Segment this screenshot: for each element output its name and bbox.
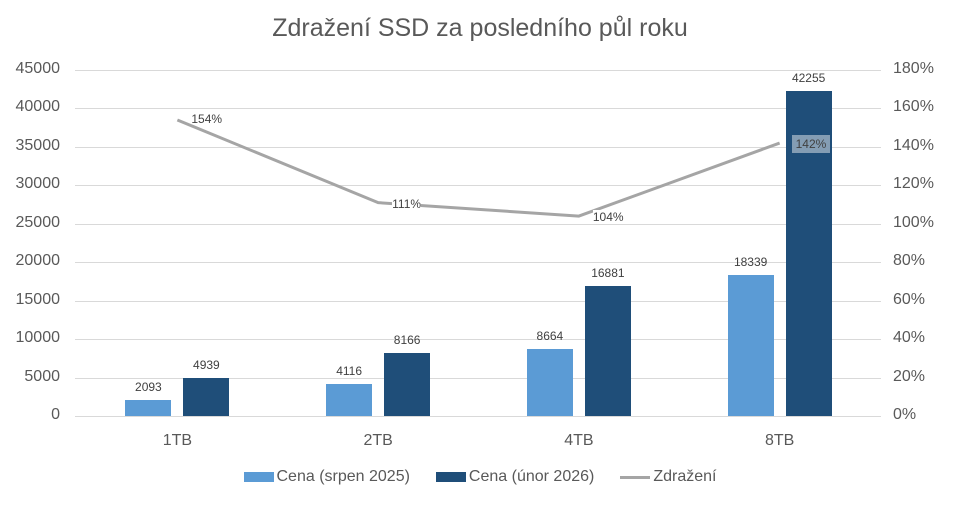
right-axis-tick: 0% [893,406,917,423]
line-value-label: 154% [191,111,223,126]
gridline [75,378,881,379]
bar-4TB-srpen [526,349,573,416]
x-axis-tick: 4TB [564,432,594,449]
line-value-label: 111% [392,196,422,211]
line-value-label: 104% [592,210,624,225]
bar-value-label: 4939 [193,358,220,373]
legend-label: Cena (únor 2026) [468,468,595,485]
gridline [75,262,881,263]
bar-1TB-unor [183,378,230,416]
gridline [75,147,881,148]
bar-1TB-srpen [125,399,172,416]
right-axis-tick: 40% [893,329,926,346]
left-axis-tick: 0 [51,406,60,423]
legend: Cena (srpen 2025) Cena (únor 2026) Zdraž… [0,468,960,486]
right-axis-tick: 160% [893,98,934,115]
bar-value-label: 18339 [733,254,768,269]
left-axis-tick: 35000 [15,137,61,154]
gridline [75,224,881,225]
bar-8TB-srpen [727,274,774,416]
right-axis-tick: 80% [893,252,926,269]
right-axis-tick: 60% [893,291,926,308]
left-axis-tick: 25000 [15,214,61,231]
left-axis-tick: 40000 [15,98,61,115]
bar-value-label: 8166 [393,333,421,348]
right-axis-tick: 140% [893,137,934,154]
bar-2TB-srpen [326,384,373,416]
legend-label: Zdražení [653,468,717,485]
x-axis-tick: 2TB [363,432,393,449]
gridline [75,301,881,302]
gridline [75,108,881,109]
right-axis-tick: 100% [893,214,934,231]
right-axis-tick: 20% [893,368,926,385]
x-axis-tick: 8TB [764,432,795,449]
gridline [75,70,881,71]
left-axis-tick: 30000 [15,175,61,192]
gridline [75,416,881,417]
left-axis-tick: 10000 [15,329,61,346]
gridline [75,339,881,340]
legend-item-unor: Cena (únor 2026) [435,468,595,486]
gridline [75,185,881,186]
right-axis-tick: 180% [893,60,934,77]
bar-value-label: 2093 [135,379,162,394]
bar-value-label: 8664 [536,329,564,344]
left-axis-tick: 15000 [15,291,61,308]
left-axis-tick: 5000 [24,368,60,385]
legend-swatch-dark-blue [435,472,466,482]
legend-item-srpen: Cena (srpen 2025) [243,468,410,486]
chart-title: Zdražení SSD za posledního půl roku [272,14,688,42]
bar-value-label: 16881 [591,266,625,281]
x-axis-tick: 1TB [162,432,193,449]
legend-item-zdrazeni: Zdražení [620,468,716,486]
legend-swatch-light-blue [243,472,274,482]
right-axis-tick: 120% [893,175,934,192]
bar-4TB-unor [584,286,631,416]
left-axis-tick: 20000 [15,252,61,269]
bar-value-label: 42255 [791,71,826,86]
line-value-label: 142% [791,135,831,154]
legend-label: Cena (srpen 2025) [276,468,410,485]
bar-2TB-unor [384,353,431,416]
left-axis-tick: 45000 [15,60,61,77]
legend-swatch-line [620,475,651,479]
bar-value-label: 4116 [336,364,363,379]
